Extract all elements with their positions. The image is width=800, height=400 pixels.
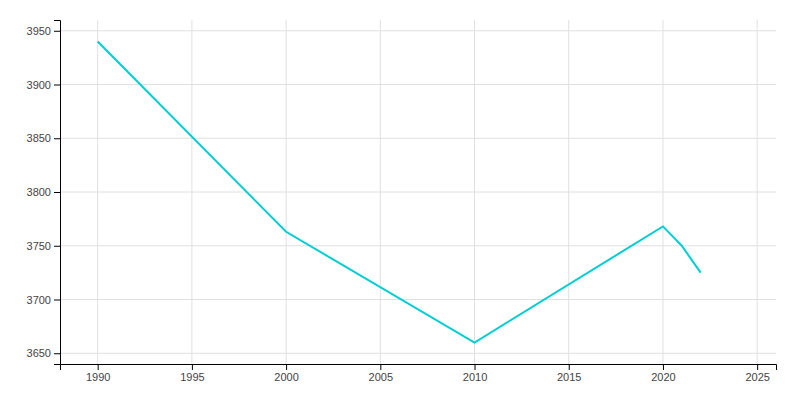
x-axis-line — [61, 365, 777, 371]
y-axis-tick-mark — [54, 85, 60, 86]
y-axis-tick-label: 3900 — [27, 79, 51, 91]
x-axis-tick-mark — [757, 364, 758, 370]
x-axis-tick-mark — [380, 364, 381, 370]
y-axis-tick: 3800 — [27, 186, 60, 198]
x-axis-tick: 1990 — [86, 364, 110, 383]
x-axis-tick-label: 2010 — [463, 371, 487, 383]
y-axis-tick-label: 3800 — [27, 186, 51, 198]
y-axis-tick-mark — [54, 246, 60, 247]
x-axis: 1990 1995 2000 2005 2010 2015 2020 2025 — [61, 364, 777, 383]
y-axis-tick: 3850 — [27, 132, 60, 144]
x-axis-tick-label: 1995 — [180, 371, 204, 383]
y-axis-tick-label: 3750 — [27, 240, 51, 252]
x-axis-tick-mark — [475, 364, 476, 370]
x-axis-tick: 2005 — [369, 364, 393, 383]
grid — [60, 20, 776, 364]
x-axis-tick-mark — [286, 364, 287, 370]
y-axis-tick-mark — [54, 300, 60, 301]
y-axis-tick: 3900 — [27, 79, 60, 91]
x-axis-tick-mark — [98, 364, 99, 370]
chart-svg: 1990 1995 2000 2005 2010 2015 2020 2025 3650 3700… — [0, 0, 800, 400]
y-axis-tick-mark — [54, 192, 60, 193]
grid-line-y — [60, 30, 776, 31]
y-axis-tick-label: 3700 — [27, 294, 51, 306]
grid-line-y — [60, 84, 776, 85]
x-axis-tick: 2020 — [651, 364, 675, 383]
y-axis-tick-mark — [54, 353, 60, 354]
x-axis-tick: 2000 — [274, 364, 298, 383]
plot-marks — [98, 42, 701, 343]
x-axis-tick-label: 2020 — [651, 371, 675, 383]
x-axis-tick-label: 2005 — [369, 371, 393, 383]
y-axis-tick: 3750 — [27, 240, 60, 252]
x-axis-tick-label: 2000 — [274, 371, 298, 383]
y-axis-tick-label: 3850 — [27, 132, 51, 144]
x-axis-tick: 1995 — [180, 364, 204, 383]
grid-line-y — [60, 245, 776, 246]
x-axis-tick-label: 2015 — [557, 371, 581, 383]
y-axis: 3650 3700 3750 3800 3850 3900 3950 — [27, 21, 61, 365]
y-axis-tick-mark — [54, 138, 60, 139]
y-axis-tick-label: 3650 — [27, 347, 51, 359]
grid-line-y — [60, 192, 776, 193]
y-axis-tick-label: 3950 — [27, 25, 51, 37]
y-axis-tick-mark — [54, 31, 60, 32]
line-series — [98, 42, 701, 343]
grid-line-y — [60, 138, 776, 139]
y-axis-tick: 3650 — [27, 347, 60, 359]
x-axis-tick-mark — [663, 364, 664, 370]
x-axis-tick: 2025 — [745, 364, 769, 383]
x-axis-tick-label: 2025 — [745, 371, 769, 383]
x-axis-tick: 2015 — [557, 364, 581, 383]
y-axis-tick: 3950 — [27, 25, 60, 37]
x-axis-tick: 2010 — [463, 364, 487, 383]
x-axis-tick-label: 1990 — [86, 371, 110, 383]
y-axis-tick: 3700 — [27, 294, 60, 306]
x-axis-tick-mark — [569, 364, 570, 370]
grid-line-y — [60, 353, 776, 354]
y-axis-line — [54, 21, 61, 365]
chart-container: 1990 1995 2000 2005 2010 2015 2020 2025 3650 3700… — [0, 0, 800, 400]
x-axis-tick-mark — [192, 364, 193, 370]
grid-line-y — [60, 299, 776, 300]
